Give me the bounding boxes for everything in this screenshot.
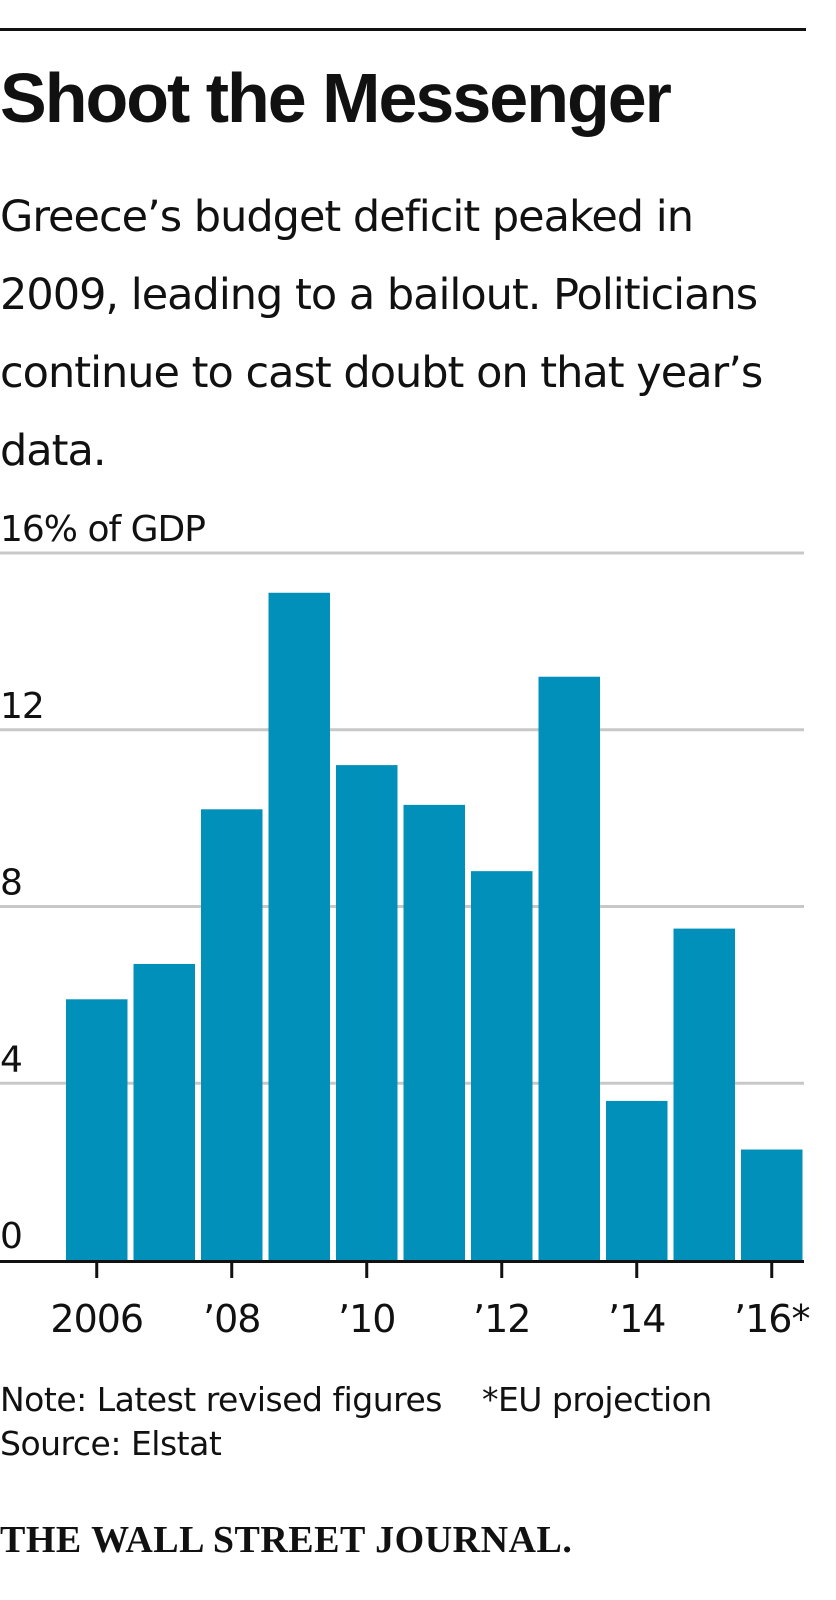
x-tick-marks xyxy=(95,1263,774,1278)
top-rule xyxy=(0,28,806,31)
bar-2013 xyxy=(538,676,600,1260)
y-tick-label: 0 xyxy=(0,1216,22,1257)
note-line: Note: Latest revised figures *EU project… xyxy=(0,1378,836,1422)
note-text: Note: Latest revised figures xyxy=(0,1380,442,1419)
bar-2009 xyxy=(268,592,330,1260)
y-tick-label: 8 xyxy=(0,863,22,904)
bar-2007 xyxy=(133,963,195,1260)
bar-2006 xyxy=(66,999,128,1260)
bar-chart: 0 4 8 12 16% of GDP 2006 ’08 ’10 ’12 ’14 ’16* xyxy=(0,509,810,1341)
projection-footnote: *EU projection xyxy=(481,1380,712,1419)
bars xyxy=(66,592,803,1260)
wsj-masthead: THE WALL STREET JOURNAL. xyxy=(0,1519,573,1561)
x-tick-label: ’12 xyxy=(473,1297,530,1341)
gridlines xyxy=(0,551,804,1085)
bar-2014 xyxy=(606,1100,668,1260)
bar-2016 xyxy=(741,1149,803,1260)
bar-2015 xyxy=(673,928,735,1260)
bar-2010 xyxy=(336,765,398,1260)
source-text: Source: Elstat xyxy=(0,1424,222,1463)
y-tick-label: 4 xyxy=(0,1039,22,1080)
x-tick-label: ’14 xyxy=(608,1297,665,1341)
x-tick-label: ’10 xyxy=(338,1297,395,1341)
x-tick-label: ’16* xyxy=(734,1297,809,1341)
bar-2008 xyxy=(201,809,263,1260)
y-tick-label: 16% of GDP xyxy=(0,509,205,550)
chart-subtitle: Greece’s budget deficit peaked in 2009, … xyxy=(0,192,763,476)
x-tick-label: 2006 xyxy=(50,1297,143,1341)
bar-2012 xyxy=(471,871,533,1260)
footnote-block: Note: Latest revised figures *EU project… xyxy=(0,1378,836,1466)
bar-2011 xyxy=(403,804,465,1260)
chart-title: Shoot the Messenger xyxy=(0,59,672,137)
y-tick-labels: 0 4 8 12 16% of GDP xyxy=(0,509,206,1257)
y-tick-label: 12 xyxy=(0,686,44,727)
x-tick-label: ’08 xyxy=(203,1297,260,1341)
x-tick-labels: 2006 ’08 ’10 ’12 ’14 ’16* xyxy=(50,1297,810,1341)
